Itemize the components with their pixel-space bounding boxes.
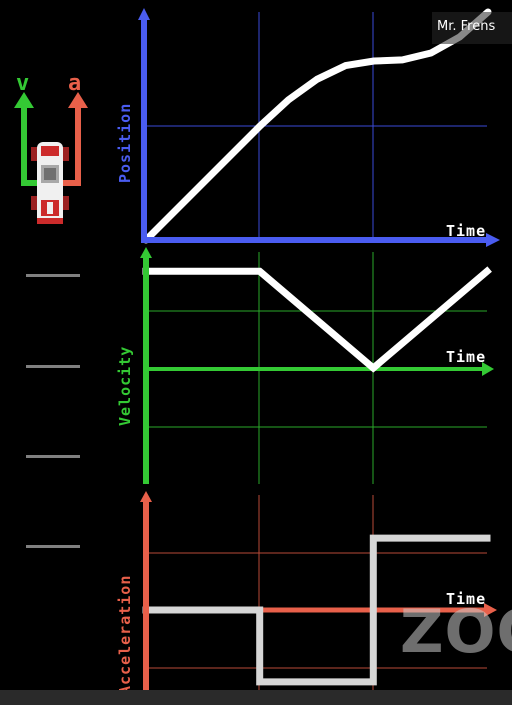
velocity-curve (142, 266, 492, 373)
velocity-x-axis-arrow (482, 362, 494, 376)
acceleration-axis-label: Acceleration (116, 575, 134, 695)
acceleration-curve (142, 534, 491, 686)
road-dash (26, 365, 80, 368)
position-axis-label: Position (116, 103, 134, 183)
acceleration-arrow-icon (62, 92, 88, 186)
road-dash (26, 455, 80, 458)
road-dash (26, 274, 80, 277)
road-dash (26, 545, 80, 548)
position-y-axis-arrow (138, 8, 150, 20)
velocity-y-axis-arrow (140, 247, 152, 258)
position-time-label: Time (446, 222, 486, 240)
velocity-time-label: Time (446, 348, 486, 366)
velocity-axis-label: Velocity (116, 346, 134, 426)
zoom-watermark: ZOOM (400, 597, 512, 667)
position-chart: Position Time (116, 8, 500, 247)
meeting-controls-bar (0, 690, 512, 705)
acceleration-x-axis-arrow (484, 603, 497, 617)
position-curve (142, 8, 492, 244)
participant-name: Mr. Frens (437, 19, 496, 34)
position-grid (144, 12, 487, 240)
acceleration-chart: Acceleration Time (116, 491, 497, 695)
acceleration-time-label: Time (446, 590, 486, 608)
legend: v a (14, 71, 88, 224)
velocity-letter: v (16, 71, 29, 96)
participant-video-tile[interactable]: Mr. Frens (432, 12, 512, 44)
race-car-icon (31, 142, 69, 224)
acceleration-letter: a (68, 71, 81, 96)
velocity-chart: Velocity Time (116, 247, 494, 484)
acceleration-y-axis-arrow (140, 491, 152, 502)
velocity-arrow-icon (14, 92, 37, 186)
road-dashes (26, 274, 80, 548)
position-x-axis-arrow (486, 233, 500, 247)
